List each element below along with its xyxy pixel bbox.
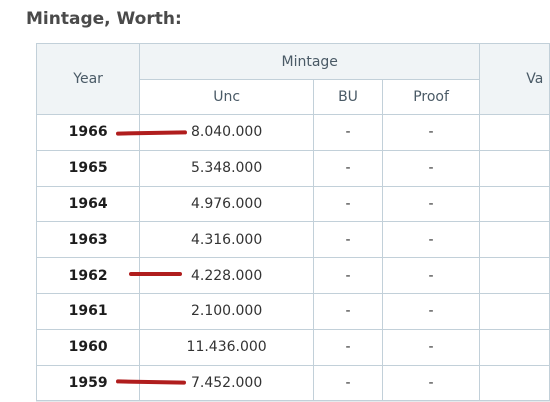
proof-column-header: Proof [381, 79, 481, 115]
value-cell [479, 257, 550, 294]
unc-cell: 5.348.000 [139, 149, 315, 187]
table-row: 1960 11.436.000 - - [35, 328, 550, 366]
proof-cell: - [381, 257, 481, 294]
bu-cell: - [313, 292, 383, 330]
mintage-column-header: Mintage [139, 43, 481, 80]
bu-cell: - [313, 149, 383, 187]
value-cell [479, 149, 550, 187]
year-cell: 1965 [35, 149, 141, 187]
value-cell [479, 292, 550, 330]
red-underline-mark [129, 272, 182, 276]
unc-cell: 7.452.000 [139, 364, 315, 402]
bu-cell: - [313, 257, 383, 294]
value-cell [479, 221, 550, 259]
unc-cell: 11.436.000 [139, 328, 315, 366]
proof-cell: - [381, 364, 481, 402]
table-row: 1966 8.040.000 - - [35, 114, 550, 151]
proof-cell: - [381, 328, 481, 366]
proof-cell: - [381, 185, 481, 223]
table-row: 1965 5.348.000 - - [35, 149, 550, 187]
year-column-header: Year [35, 43, 141, 115]
bu-cell: - [313, 221, 383, 259]
table-row: 1963 4.316.000 - - [35, 221, 550, 259]
value-cell [479, 114, 550, 151]
proof-cell: - [381, 114, 481, 151]
unc-cell: 4.316.000 [139, 221, 315, 259]
bu-cell: - [313, 364, 383, 402]
year-cell: 1960 [35, 328, 141, 366]
bu-cell: - [313, 114, 383, 151]
unc-column-header: Unc [139, 79, 315, 115]
table-row: 1962 4.228.000 - - [35, 257, 550, 294]
value-column-header: Va [479, 43, 550, 115]
unc-cell: 4.976.000 [139, 185, 315, 223]
mintage-table: Year Mintage Va Unc BU Proof 1966 8.040.… [35, 43, 550, 402]
unc-cell: 2.100.000 [139, 292, 315, 330]
year-cell: 1964 [35, 185, 141, 223]
value-cell [479, 328, 550, 366]
page-title: Mintage, Worth: [26, 9, 182, 29]
year-cell: 1962 [35, 257, 141, 294]
table-row: 1964 4.976.000 - - [35, 185, 550, 223]
proof-cell: - [381, 292, 481, 330]
proof-cell: - [381, 149, 481, 187]
year-cell: 1963 [35, 221, 141, 259]
table-row: 1961 2.100.000 - - [35, 292, 550, 330]
year-cell: 1961 [35, 292, 141, 330]
value-cell [479, 185, 550, 223]
proof-cell: - [381, 221, 481, 259]
bu-cell: - [313, 185, 383, 223]
bu-cell: - [313, 328, 383, 366]
bu-column-header: BU [313, 79, 383, 115]
table-row: 1959 7.452.000 - - [35, 364, 550, 402]
value-cell [479, 364, 550, 402]
